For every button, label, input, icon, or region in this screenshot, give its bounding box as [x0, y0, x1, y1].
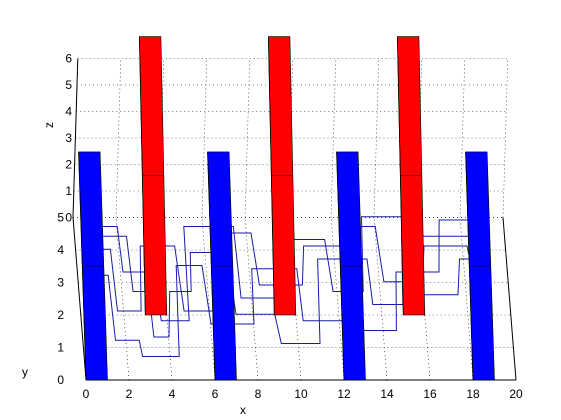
- x-tick-7: 14: [380, 387, 394, 401]
- x-tick-8: 16: [423, 387, 437, 401]
- z-axis-label: z: [42, 122, 56, 128]
- x-axis-label: x: [240, 403, 246, 417]
- blue-block-3: [465, 151, 495, 381]
- x-tick-0: 0: [83, 387, 90, 401]
- x-tick-5: 10: [294, 387, 308, 401]
- y-tick-3: 3: [57, 276, 64, 290]
- y-tick-2: 2: [57, 308, 64, 322]
- z-tick-3: 3: [65, 131, 72, 145]
- red-block-0: [138, 36, 168, 316]
- x-axis-far-line: [502, 217, 517, 381]
- z-tick-1: 1: [65, 184, 72, 198]
- y-axis-line: [72, 217, 87, 381]
- red-block-1: [267, 36, 297, 316]
- x-tick-4: 8: [255, 387, 262, 401]
- blue-block-0-side: [78, 151, 87, 381]
- grid-line-x-1: [115, 58, 122, 218]
- grid-floor-x-4: [244, 217, 259, 381]
- grid-floor-x-7: [373, 217, 388, 381]
- z-axis-line: [72, 58, 79, 218]
- y-tick-0: 0: [57, 373, 64, 387]
- red-block-1-side: [267, 36, 275, 316]
- blue-block-2: [336, 151, 366, 381]
- blue-block-1-side: [207, 151, 216, 381]
- x-tick-6: 12: [337, 387, 351, 401]
- z-tick-5: 5: [65, 78, 72, 92]
- x-tick-3: 6: [212, 387, 219, 401]
- red-block-2-side: [396, 36, 404, 316]
- red-block-0-side: [138, 36, 146, 316]
- blue-block-0: [78, 151, 108, 381]
- grid-line-x-9: [459, 58, 466, 218]
- y-tick-4: 4: [57, 243, 64, 257]
- grid-line-x-5: [287, 58, 294, 218]
- y-tick-1: 1: [57, 341, 64, 355]
- grid-line-x-6: [330, 58, 337, 218]
- grid-line-x-10: [502, 58, 509, 218]
- blue-block-2-side: [336, 151, 345, 381]
- z-tick-4: 4: [65, 105, 72, 119]
- z-tick-2: 2: [65, 158, 72, 172]
- grid-line-x-2: [158, 58, 165, 218]
- red-block-2: [396, 36, 426, 316]
- bar-blocks: [78, 36, 495, 381]
- y-tick-5: 5: [57, 211, 64, 225]
- y-axis-label: y: [22, 365, 28, 379]
- x-tick-10: 20: [509, 387, 523, 401]
- x-tick-9: 18: [466, 387, 480, 401]
- blue-block-1: [207, 151, 237, 381]
- x-tick-1: 2: [126, 387, 133, 401]
- z-tick-0: 0: [65, 211, 72, 225]
- grid-lines: [72, 58, 517, 381]
- blue-block-3-side: [465, 151, 474, 381]
- z-tick-6: 6: [65, 52, 72, 66]
- x-tick-2: 4: [169, 387, 176, 401]
